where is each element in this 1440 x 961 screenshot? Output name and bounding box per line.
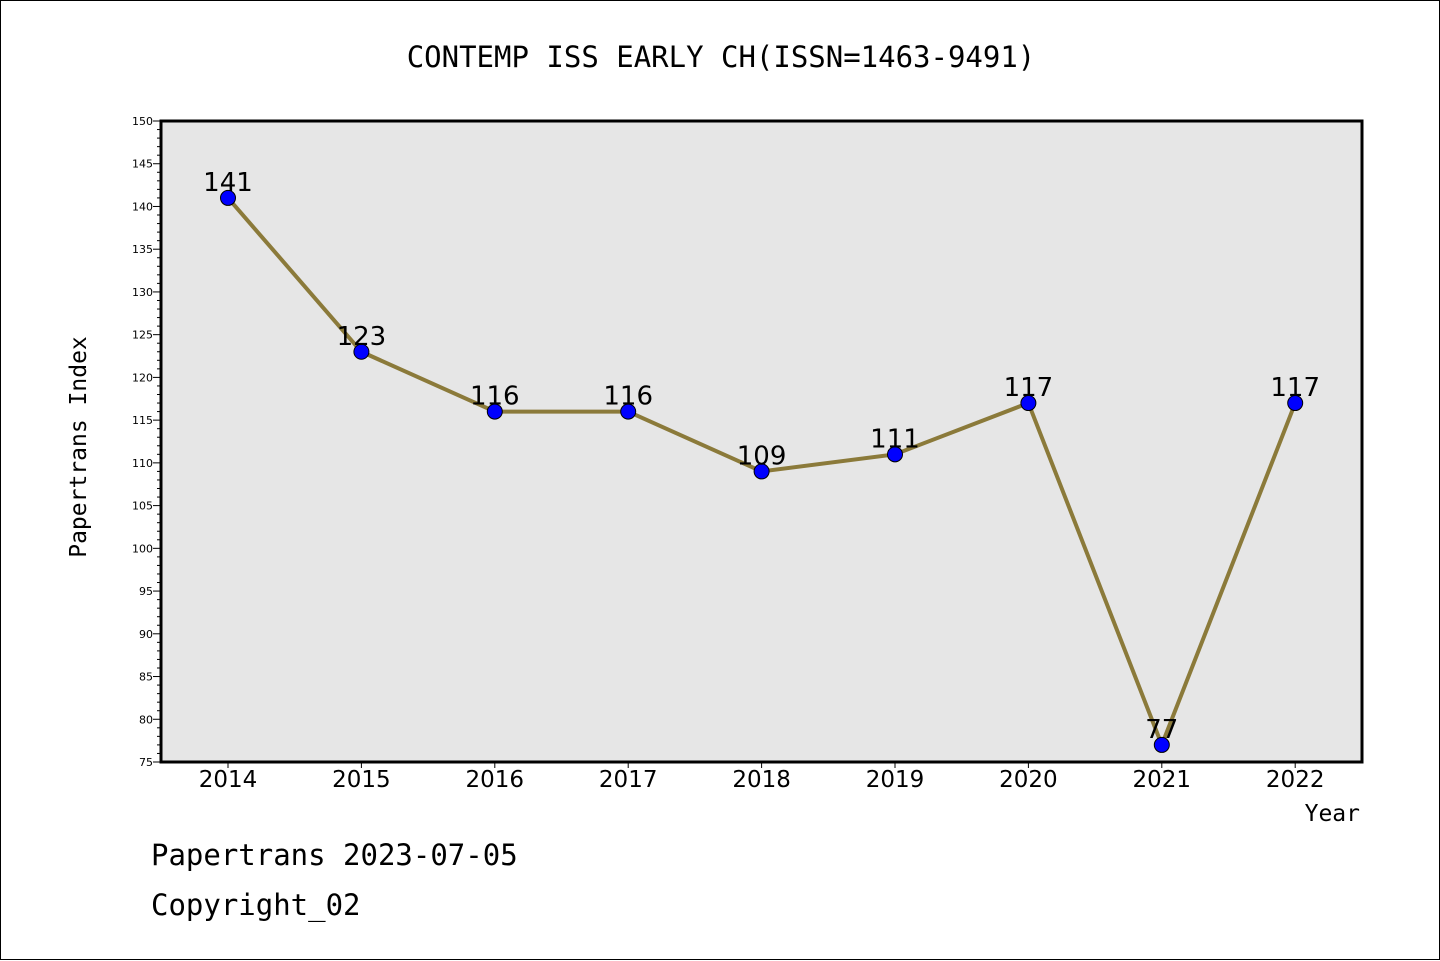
data-point bbox=[486, 403, 503, 420]
x-tick-label: 2018 bbox=[732, 767, 791, 793]
data-label: 117 bbox=[1004, 373, 1054, 403]
data-point bbox=[1287, 395, 1304, 412]
x-tick-label: 2019 bbox=[866, 767, 925, 793]
data-label: 77 bbox=[1145, 715, 1178, 745]
data-point bbox=[1153, 736, 1170, 753]
data-point bbox=[887, 446, 903, 463]
plot-area bbox=[159, 119, 1364, 764]
y-tick-label: 95 bbox=[139, 585, 153, 598]
data-label: 109 bbox=[737, 441, 787, 471]
y-tick-label: 75 bbox=[139, 756, 153, 769]
y-tick-label: 130 bbox=[132, 286, 153, 299]
x-tick-label: 2015 bbox=[332, 767, 391, 793]
y-tick-label: 135 bbox=[132, 243, 153, 256]
data-point bbox=[220, 189, 236, 206]
x-tick-label: 2014 bbox=[199, 767, 258, 793]
y-tick-label: 120 bbox=[132, 371, 153, 384]
y-tick-label: 90 bbox=[139, 628, 153, 641]
y-tick-label: 100 bbox=[132, 542, 153, 555]
y-tick-label: 140 bbox=[132, 200, 153, 213]
data-point bbox=[1020, 395, 1037, 412]
y-tick-label: 145 bbox=[132, 158, 153, 171]
data-point bbox=[753, 463, 770, 480]
footer-copyright: Copyright_02 bbox=[151, 888, 361, 923]
x-axis: 2014 2015 2016 2017 2018 2019 2020 2021 2022 bbox=[199, 762, 1325, 793]
chart-title: CONTEMP ISS EARLY CH(ISSN=1463-9491) bbox=[407, 40, 1036, 74]
y-tick-label: 150 bbox=[132, 115, 153, 128]
x-tick-label: 2016 bbox=[466, 767, 525, 793]
y-tick-label: 110 bbox=[132, 457, 153, 470]
data-point bbox=[353, 343, 370, 360]
data-label: 117 bbox=[1270, 373, 1320, 403]
y-axis: 75 80 85 90 95 100 105 110 115 120 125 130 135 140 145… bbox=[132, 115, 161, 769]
series-layer: 141 123 116 116 109 111 117 77 117 bbox=[203, 168, 1320, 753]
data-label: 141 bbox=[203, 168, 253, 198]
y-tick-label: 85 bbox=[139, 671, 153, 684]
y-tick-label: 105 bbox=[132, 500, 153, 513]
x-tick-label: 2021 bbox=[1133, 767, 1192, 793]
x-tick-label: 2017 bbox=[599, 767, 658, 793]
data-label: 123 bbox=[337, 322, 387, 352]
y-tick-label: 80 bbox=[139, 713, 153, 726]
x-axis-label: Year bbox=[1305, 801, 1360, 827]
y-tick-label: 115 bbox=[132, 414, 153, 427]
x-tick-label: 2020 bbox=[999, 767, 1058, 793]
data-label: 111 bbox=[870, 424, 920, 454]
x-tick-label: 2022 bbox=[1266, 767, 1325, 793]
footer-date: Papertrans 2023-07-05 bbox=[151, 838, 518, 872]
data-label: 116 bbox=[603, 382, 653, 412]
data-point bbox=[620, 403, 637, 420]
data-label: 116 bbox=[470, 382, 520, 412]
y-axis-label: Papertrans Index bbox=[66, 336, 92, 558]
y-tick-label: 125 bbox=[132, 329, 153, 342]
